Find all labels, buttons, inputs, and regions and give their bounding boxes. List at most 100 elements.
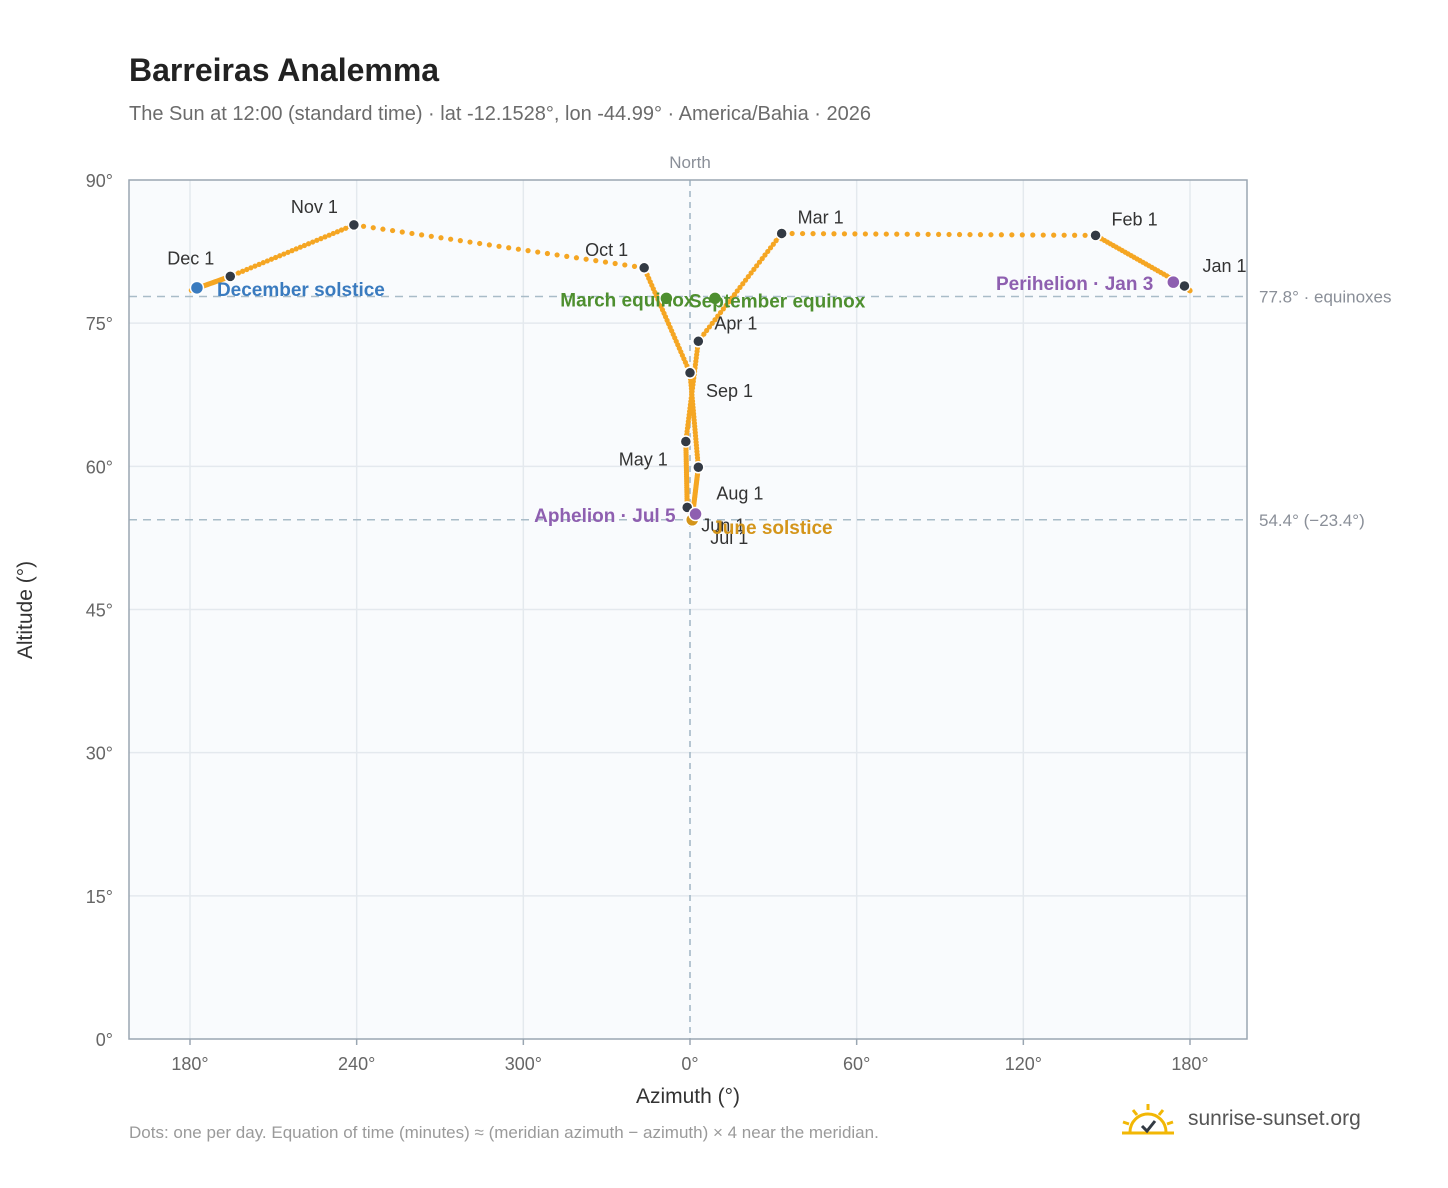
daily-dot xyxy=(573,255,580,261)
daily-dot xyxy=(723,302,729,308)
daily-dot xyxy=(380,226,386,232)
y-axis-ticks: 0° 15° 30° 45° 60° 75° 90° xyxy=(86,171,113,1050)
daily-dot xyxy=(612,260,618,267)
daily-dot xyxy=(268,256,275,262)
daily-dot xyxy=(734,288,740,294)
daily-dot xyxy=(252,263,258,269)
event-marker xyxy=(688,506,703,522)
daily-dot xyxy=(248,265,254,271)
daily-dot xyxy=(756,259,763,265)
event-label: Perihelion · Jan 3 xyxy=(996,274,1153,295)
month-marker xyxy=(679,435,693,448)
month-marker xyxy=(683,366,697,380)
brand-logo[interactable]: sunrise-sunset.org xyxy=(1120,1102,1361,1136)
daily-dot xyxy=(770,241,776,247)
daily-dot xyxy=(731,291,738,298)
daily-dot xyxy=(593,258,599,264)
month-label: Jan 1 xyxy=(1202,256,1246,276)
x-tick-label: 240° xyxy=(338,1054,375,1074)
x-tick-label: 60° xyxy=(843,1054,870,1074)
daily-dot xyxy=(737,284,743,290)
daily-dot xyxy=(244,266,250,273)
daily-dot xyxy=(399,229,405,235)
event-label: March equinox xyxy=(560,290,695,311)
daily-dot xyxy=(956,231,963,238)
event-label: December solstice xyxy=(217,280,385,301)
north-label: North xyxy=(669,153,711,172)
daily-dot xyxy=(496,243,502,249)
daily-dot xyxy=(428,233,434,239)
y-tick-label: 30° xyxy=(86,744,113,764)
daily-dot xyxy=(1072,232,1078,238)
event-label: June solstice xyxy=(712,518,832,539)
month-marker xyxy=(637,261,651,275)
daily-dot xyxy=(831,231,837,237)
daily-dot xyxy=(715,313,721,319)
daily-dot xyxy=(467,239,473,245)
daily-dot xyxy=(1030,232,1036,238)
x-tick-label: 180° xyxy=(171,1054,208,1074)
daily-dot xyxy=(448,236,454,242)
daily-dot xyxy=(799,230,806,237)
daily-dot xyxy=(754,263,760,269)
month-label: Jun 1 xyxy=(701,515,745,535)
daily-dot xyxy=(370,225,376,231)
month-label: Aug 1 xyxy=(716,483,763,503)
daily-dot xyxy=(535,249,541,255)
daily-dot xyxy=(967,231,973,238)
daily-dot xyxy=(904,231,910,237)
x-tick-label: 300° xyxy=(505,1054,542,1074)
daily-dot xyxy=(583,256,589,262)
month-label: Apr 1 xyxy=(714,313,757,333)
x-axis-ticks: 180° 240° 300° 0° 60° 120° 180° xyxy=(171,1039,1209,1074)
event-marker xyxy=(707,291,723,306)
event-marker xyxy=(1166,274,1181,290)
daily-dot xyxy=(1061,232,1067,238)
month-label: May 1 xyxy=(619,450,668,470)
daily-dot xyxy=(264,258,270,264)
x-axis-title: Azimuth (°) xyxy=(636,1085,740,1108)
daily-dot xyxy=(343,225,349,231)
daily-dot xyxy=(745,273,751,280)
daily-dot xyxy=(883,231,889,237)
daily-dot xyxy=(564,253,570,259)
event-marker xyxy=(659,291,674,306)
x-tick-label: 0° xyxy=(681,1054,698,1074)
daily-dot xyxy=(409,230,415,237)
event-markers: December solstice March equinoxSeptember … xyxy=(189,274,1181,539)
daily-dot xyxy=(925,231,931,237)
daily-dot xyxy=(622,262,628,268)
daily-dot xyxy=(525,248,531,254)
daily-dot xyxy=(810,231,816,237)
event-label: Aphelion · Jul 5 xyxy=(534,506,676,527)
daily-dot xyxy=(289,248,295,254)
month-label: Dec 1 xyxy=(167,248,214,268)
daily-dot xyxy=(293,246,299,252)
daily-dot xyxy=(748,270,754,276)
daily-dot xyxy=(310,239,316,245)
grid-lines xyxy=(129,180,1247,1039)
daily-dot xyxy=(486,242,492,248)
reference-lines: 77.8° · equinoxes 54.4° (−23.4°) xyxy=(129,287,1392,530)
daily-dot xyxy=(709,320,715,326)
daily-dot xyxy=(751,266,757,272)
month-marker xyxy=(775,227,788,240)
sun-logo-icon xyxy=(1122,1104,1174,1135)
reference-line-label: 54.4° (−23.4°) xyxy=(1259,511,1365,530)
daily-dot xyxy=(759,256,765,262)
daily-dot xyxy=(1009,232,1015,238)
y-tick-label: 75° xyxy=(86,314,113,334)
daily-dot xyxy=(1040,232,1046,238)
chart-title: Barreiras Analemma xyxy=(129,52,440,88)
daily-dot xyxy=(740,281,746,287)
daily-dot xyxy=(506,245,512,251)
daily-dot xyxy=(256,261,262,267)
y-tick-label: 45° xyxy=(86,601,113,621)
month-label: Feb 1 xyxy=(1112,209,1158,229)
month-label: Sep 1 xyxy=(706,381,753,401)
daily-dot xyxy=(338,227,345,233)
daily-dot xyxy=(936,231,942,238)
month-label: Mar 1 xyxy=(798,207,844,227)
daily-dot xyxy=(260,260,266,266)
